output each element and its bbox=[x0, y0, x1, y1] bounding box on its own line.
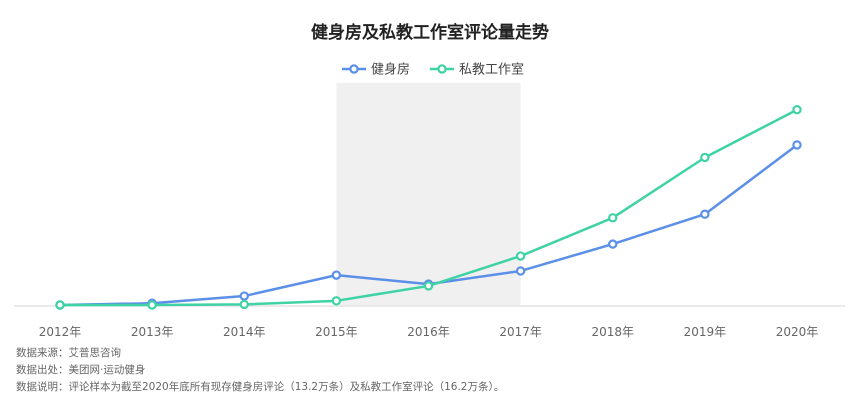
x-tick-label: 2020年 bbox=[776, 325, 819, 339]
data-point[interactable] bbox=[792, 105, 802, 115]
legend-swatch-marker bbox=[437, 64, 447, 74]
x-tick-label: 2018年 bbox=[591, 325, 634, 339]
data-point[interactable] bbox=[239, 291, 249, 301]
x-tick-label: 2015年 bbox=[315, 325, 358, 339]
legend-label: 健身房 bbox=[371, 62, 410, 78]
series-1 bbox=[55, 105, 802, 310]
data-point[interactable] bbox=[331, 270, 342, 280]
legend-label: 私教工作室 bbox=[459, 62, 524, 78]
legend-swatch-marker bbox=[349, 64, 359, 74]
x-tick-label: 2013年 bbox=[131, 325, 174, 339]
data-point[interactable] bbox=[331, 296, 342, 306]
note-origin: 数据出处：美团网·运动健身 bbox=[16, 364, 146, 376]
data-point[interactable] bbox=[608, 239, 618, 249]
data-point[interactable] bbox=[515, 251, 526, 261]
data-point[interactable] bbox=[515, 266, 526, 276]
note-source: 数据来源：艾普思咨询 bbox=[16, 347, 121, 359]
data-point[interactable] bbox=[608, 213, 618, 223]
x-tick-label: 2012年 bbox=[39, 325, 82, 339]
note-description: 数据说明：评论样本为截至2020年底所有现存健身房评论（13.2万条）及私教工作… bbox=[16, 381, 505, 393]
x-tick-label: 2014年 bbox=[223, 325, 266, 339]
data-point[interactable] bbox=[423, 281, 434, 291]
legend-item[interactable]: 私教工作室 bbox=[430, 62, 524, 78]
data-point[interactable] bbox=[147, 300, 157, 310]
data-point[interactable] bbox=[55, 300, 65, 310]
data-point[interactable] bbox=[239, 299, 249, 310]
notes: 数据来源：艾普思咨询 数据出处：美团网·运动健身 数据说明：评论样本为截至202… bbox=[16, 345, 504, 396]
data-point[interactable] bbox=[700, 152, 710, 163]
series-layer bbox=[55, 105, 802, 310]
data-point[interactable] bbox=[700, 209, 710, 219]
x-tick-label: 2019年 bbox=[684, 325, 727, 339]
legend: 健身房 私教工作室 bbox=[342, 62, 524, 78]
x-tick-label: 2016年 bbox=[407, 325, 450, 339]
x-axis-ticks: 2012年 2013年 2014年 2015年 2016年 2017年 2018年 2019年… bbox=[39, 325, 819, 339]
legend-item[interactable]: 健身房 bbox=[342, 62, 410, 78]
chart-title: 健身房及私教工作室评论量走势 bbox=[311, 22, 549, 43]
data-point[interactable] bbox=[792, 140, 802, 150]
x-tick-label: 2017年 bbox=[499, 325, 542, 339]
highlight-band bbox=[336, 83, 521, 305]
